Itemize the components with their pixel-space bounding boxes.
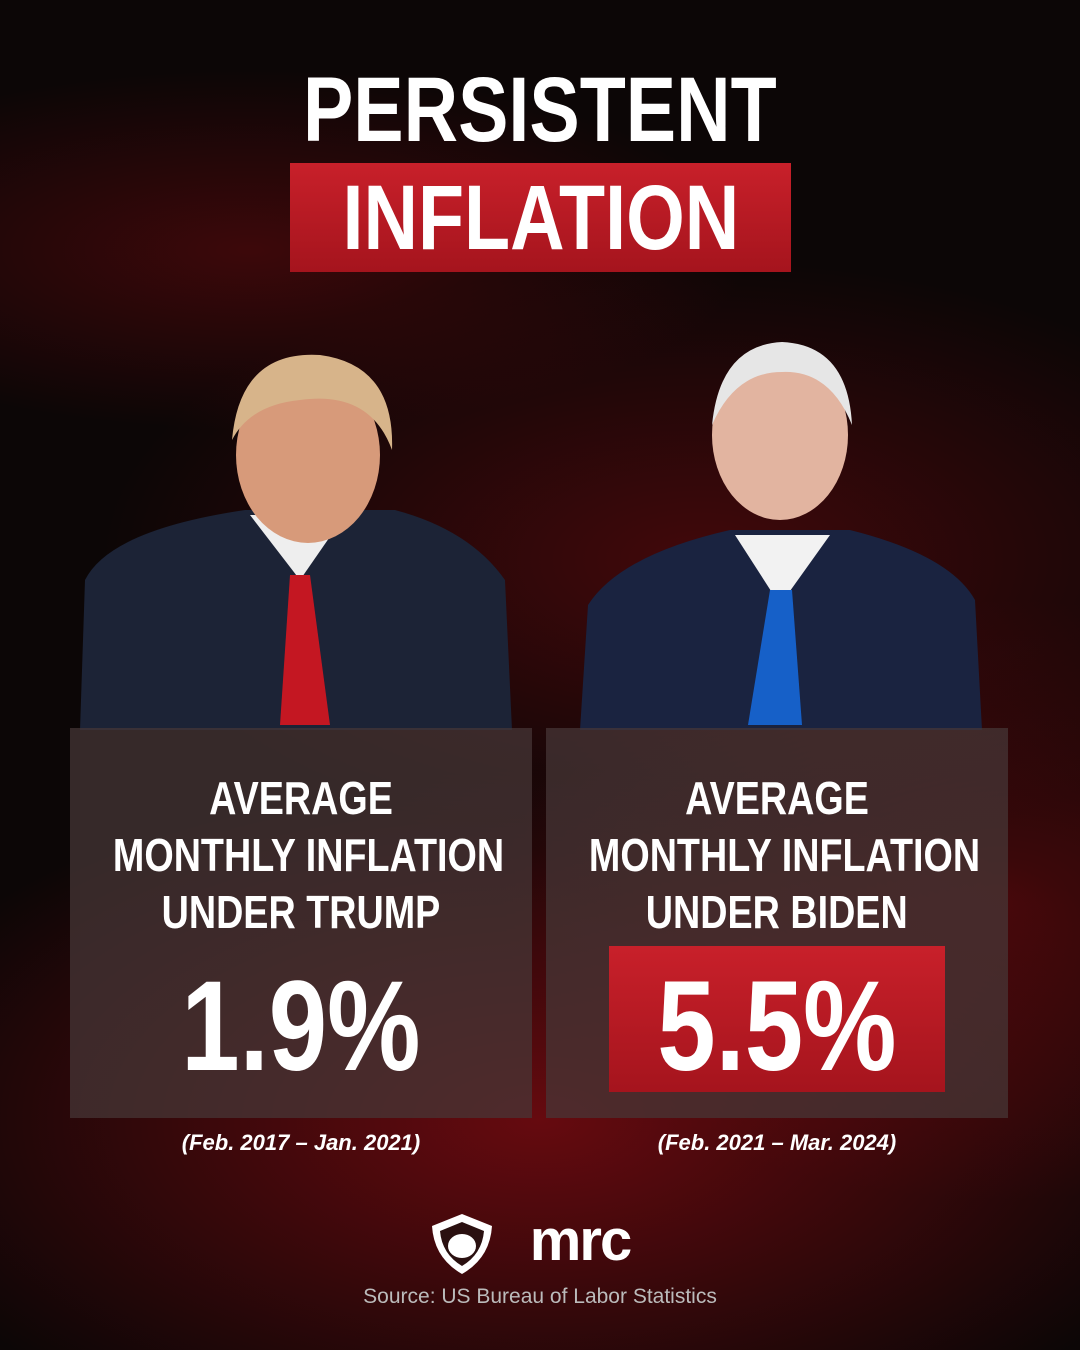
period: (Feb. 2021 – Mar. 2024) bbox=[657, 1130, 897, 1155]
panel-label: AVERAGE MONTHLY INFLATION UNDER TRUMP bbox=[70, 770, 532, 941]
title-line: PERSISTENT bbox=[0, 58, 1080, 163]
title-highlight bbox=[290, 163, 791, 272]
stat-panel: AVERAGE MONTHLY INFLATION UNDER TRUMP 1.… bbox=[70, 728, 532, 1118]
title-text: PERSISTENT bbox=[303, 59, 777, 161]
period: (Feb. 2017 – Jan. 2021) bbox=[181, 1130, 421, 1155]
stat-value: 5.5% bbox=[546, 953, 1008, 1100]
panel-label: AVERAGE MONTHLY INFLATION UNDER BIDEN bbox=[546, 770, 1008, 941]
title-line: INFLATION bbox=[290, 166, 791, 271]
value-text: 1.9% bbox=[181, 955, 421, 1098]
logo-text: mrc bbox=[0, 1207, 1080, 1274]
source-note: Source: US Bureau of Labor Statistics bbox=[363, 1285, 717, 1308]
value-highlight bbox=[609, 946, 945, 1092]
portrait-left bbox=[80, 354, 512, 730]
label-line: UNDER TRUMP bbox=[161, 886, 441, 938]
label-line: AVERAGE bbox=[209, 772, 393, 824]
title-text: INFLATION bbox=[342, 167, 739, 269]
stat-panel: AVERAGE MONTHLY INFLATION UNDER BIDEN 5.… bbox=[546, 728, 1008, 1118]
label-line: AVERAGE bbox=[685, 772, 869, 824]
value-text: 5.5% bbox=[657, 955, 897, 1098]
logo-word: mrc bbox=[529, 1208, 632, 1273]
portraits bbox=[80, 342, 982, 730]
logo-icon bbox=[432, 1214, 492, 1274]
label-line: MONTHLY INFLATION bbox=[112, 829, 505, 881]
stat-value: 1.9% bbox=[70, 953, 532, 1100]
label-line: MONTHLY INFLATION bbox=[588, 829, 981, 881]
label-line: UNDER BIDEN bbox=[646, 886, 908, 938]
portrait-right bbox=[580, 342, 982, 730]
